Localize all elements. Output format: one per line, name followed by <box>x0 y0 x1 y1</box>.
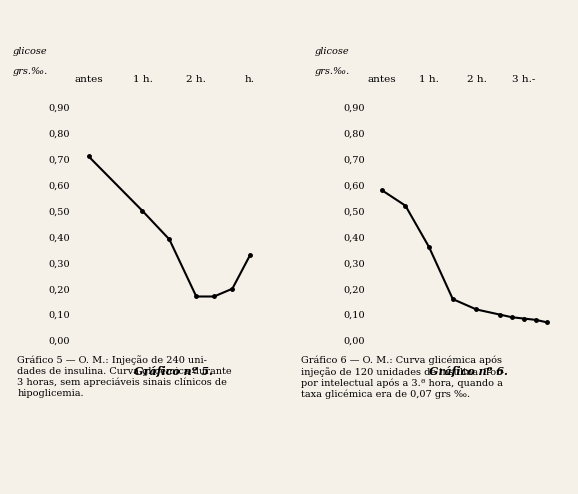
Text: Gráfico nº 6.: Gráfico nº 6. <box>429 367 507 377</box>
Text: grs.‰.: grs.‰. <box>12 67 47 76</box>
Text: Gráfico 6 — O. M.: Curva glicémica após
injeção de 120 unidades de insulina. Tor: Gráfico 6 — O. M.: Curva glicémica após … <box>301 356 503 399</box>
Text: Gráfico nº 5.: Gráfico nº 5. <box>134 367 213 377</box>
Text: grs.‰.: grs.‰. <box>315 67 350 76</box>
Text: Gráfico 5 — O. M.: Injeção de 240 uni-
dades de insulina. Curva glicémica durant: Gráfico 5 — O. M.: Injeção de 240 uni- d… <box>17 356 232 398</box>
Text: glicose: glicose <box>315 46 350 55</box>
Text: glicose: glicose <box>12 46 47 55</box>
